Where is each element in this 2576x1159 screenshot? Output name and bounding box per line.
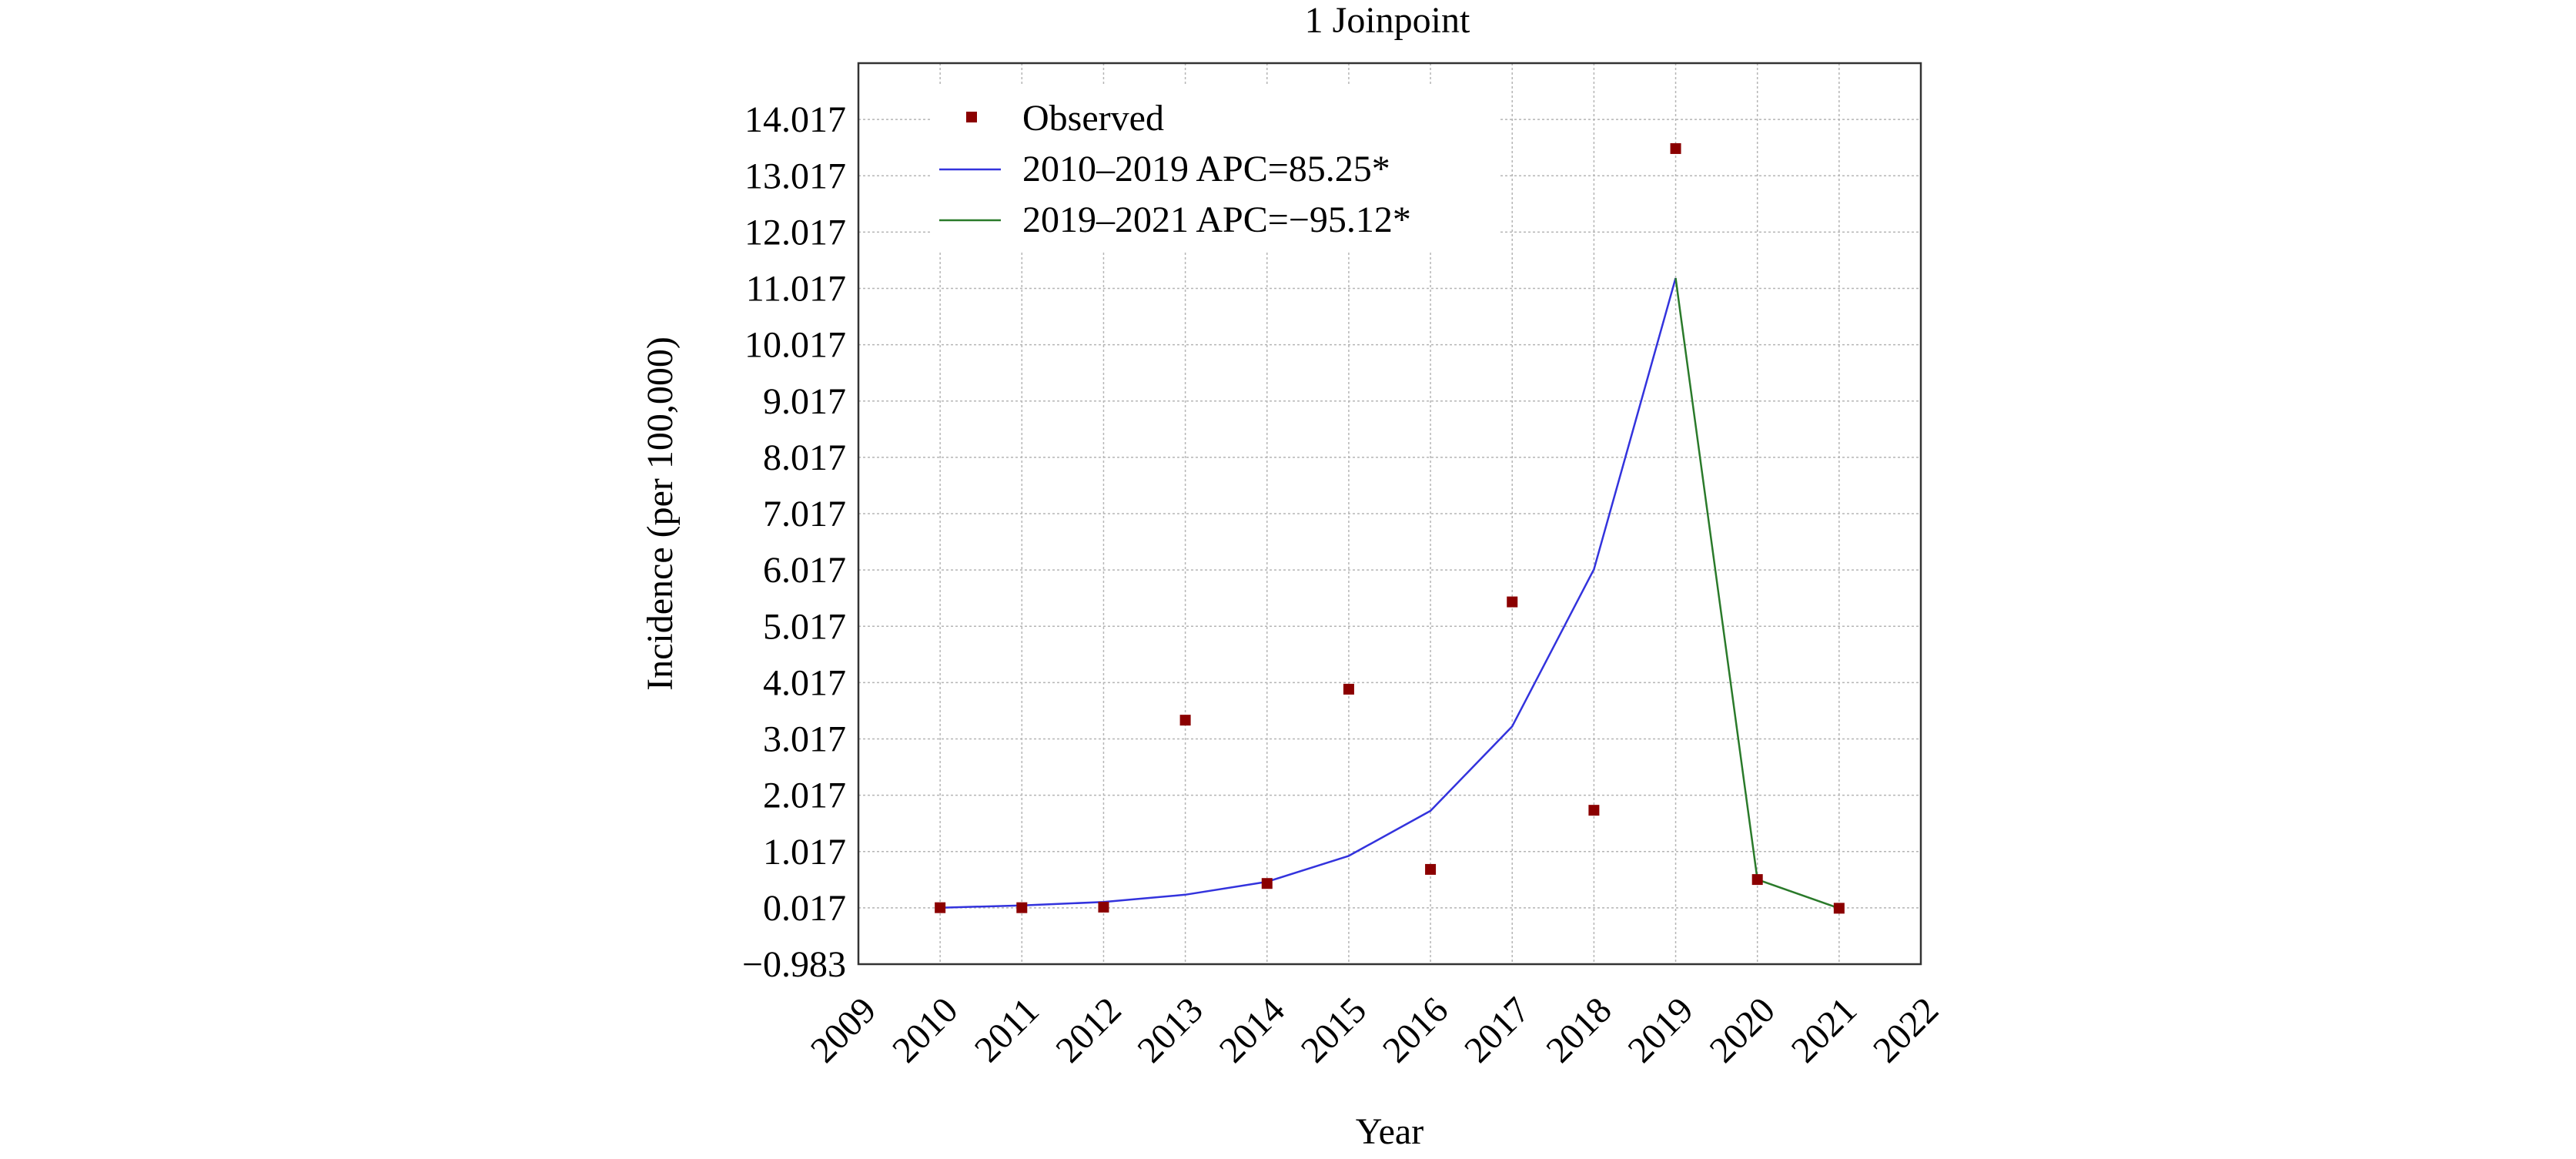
y-tick-label: 6.017: [763, 550, 846, 591]
y-tick-label: 1.017: [763, 832, 846, 873]
legend-label: Observed: [1022, 98, 1164, 139]
legend-marker: [966, 112, 977, 122]
x-axis-label: Year: [1356, 1111, 1423, 1152]
series-layer: [935, 142, 1845, 914]
y-tick-label: 8.017: [763, 437, 846, 478]
y-tick-label: 2.017: [763, 775, 846, 816]
chart-title: 1 Joinpoint: [1305, 0, 1470, 41]
y-tick-label: 13.017: [744, 156, 846, 196]
series-line: [940, 277, 1677, 909]
observed-point: [935, 902, 946, 913]
observed-point: [1425, 863, 1437, 875]
observed-point: [1016, 902, 1028, 913]
observed-point: [1751, 874, 1763, 886]
legend-box: [930, 85, 1500, 253]
observed-point: [1588, 805, 1600, 816]
y-tick-label: 11.017: [746, 269, 846, 310]
y-tick-label: 10.017: [744, 325, 846, 366]
y-tick-label: 0.017: [763, 888, 846, 929]
observed-point: [1833, 903, 1845, 914]
observed-point: [1179, 715, 1191, 726]
plot-frame: [857, 62, 1922, 966]
y-tick-label: 4.017: [763, 662, 846, 703]
y-tick-label: 9.017: [763, 381, 846, 422]
observed-point: [1098, 901, 1109, 913]
legend-label: 2019–2021 APC=−95.12*: [1022, 199, 1411, 240]
y-tick-label: 14.017: [744, 99, 846, 140]
legend-label: 2010–2019 APC=85.25*: [1022, 149, 1390, 189]
y-axis-label: Incidence (per 100,000): [640, 337, 681, 691]
legend: Observed 2010–2019 APC=85.25* 2019–2021 AP…: [930, 85, 1500, 253]
observed-point: [1670, 142, 1681, 154]
observed-point: [1261, 878, 1273, 889]
observed-point: [1507, 596, 1518, 608]
y-tick-label: 12.017: [744, 212, 846, 253]
observed-point: [1343, 683, 1354, 695]
y-tick-label: −0.983: [742, 944, 846, 985]
y-tick-label: 5.017: [763, 606, 846, 647]
y-tick-label: 3.017: [763, 719, 846, 760]
y-tick-label: 7.017: [763, 494, 846, 534]
